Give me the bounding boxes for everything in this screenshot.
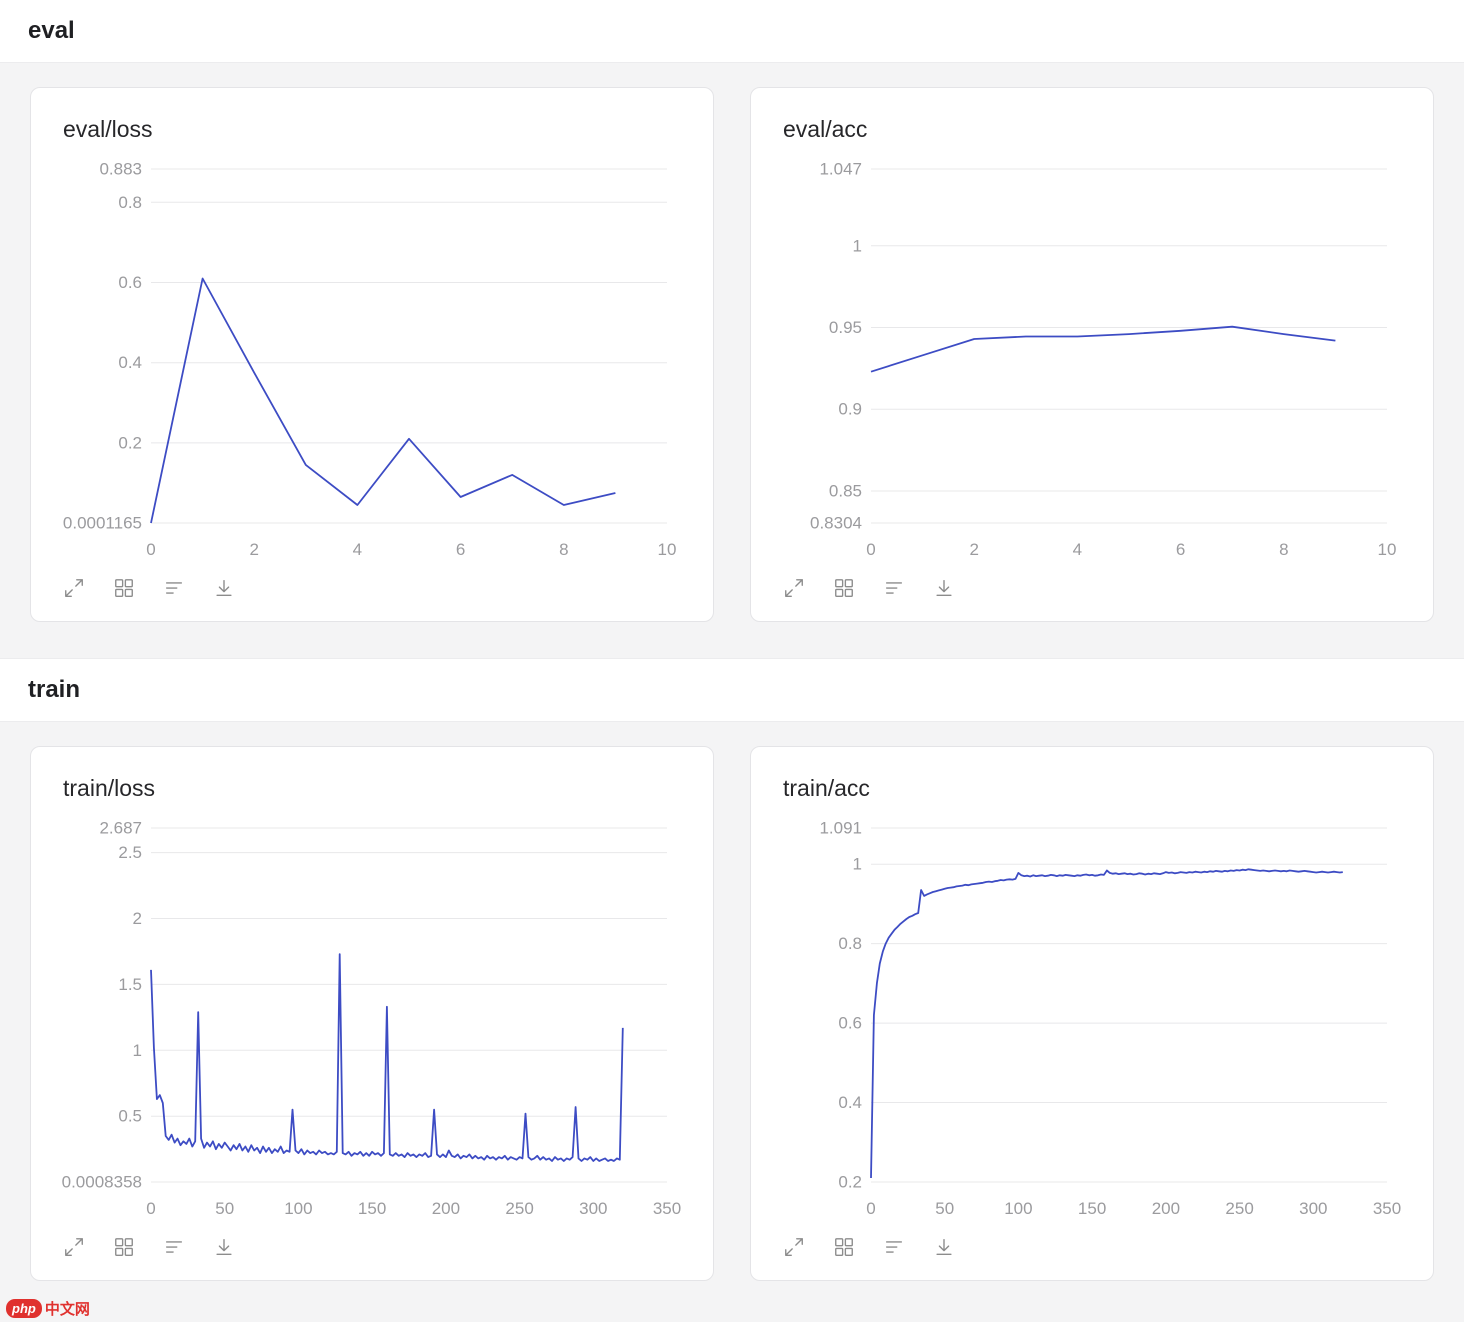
chart-card-train-acc: train/acc 1.091 1 0.8 0.6 0.4 0.2 0 50 100 150 200…: [750, 746, 1434, 1281]
svg-text:50: 50: [215, 1199, 234, 1218]
svg-text:0.8304: 0.8304: [810, 514, 862, 533]
filter-lines-icon[interactable]: [163, 577, 187, 601]
section-title-eval: eval: [28, 17, 75, 44]
svg-text:1.047: 1.047: [819, 160, 862, 179]
download-icon[interactable]: [213, 577, 237, 601]
svg-text:0: 0: [146, 1199, 155, 1218]
svg-text:0.4: 0.4: [838, 1093, 862, 1112]
svg-text:10: 10: [1378, 540, 1397, 559]
svg-text:0.2: 0.2: [838, 1173, 862, 1192]
filter-lines-icon[interactable]: [883, 1236, 907, 1260]
grid-view-icon[interactable]: [833, 577, 857, 601]
svg-text:50: 50: [935, 1199, 954, 1218]
chart-toolbar: [55, 1226, 689, 1266]
svg-text:0: 0: [866, 540, 875, 559]
svg-text:0.9: 0.9: [838, 400, 862, 419]
svg-text:1: 1: [853, 236, 862, 255]
svg-text:1: 1: [853, 855, 862, 874]
chart-title-eval-acc: eval/acc: [783, 116, 868, 142]
svg-text:6: 6: [1176, 540, 1185, 559]
fullscreen-icon[interactable]: [63, 1236, 87, 1260]
svg-text:200: 200: [1152, 1199, 1180, 1218]
svg-text:6: 6: [456, 540, 465, 559]
chart-canvas[interactable]: 1.091 1 0.8 0.6 0.4 0.20 50 100 150 200 250 300 350: [775, 814, 1409, 1226]
chart-card-eval-loss: eval/loss 0.883 0.8 0.6 0.4 0.2 0.0001165 0 2 4 6…: [30, 87, 714, 622]
watermark-text: 中文网: [44, 1301, 90, 1318]
svg-text:0: 0: [146, 540, 155, 559]
svg-text:0: 0: [866, 1199, 875, 1218]
chart-plot-eval-acc[interactable]: 1.047 1 0.95 0.9 0.85 0.8304 0 2 4 6 8 10: [775, 155, 1409, 567]
chart-card-train-loss: train/loss 2.687 2.5 2 1.5 1 0.5 0.0008358 0 50 1…: [30, 746, 714, 1281]
svg-text:0.8: 0.8: [838, 934, 862, 953]
svg-text:0.6: 0.6: [838, 1014, 862, 1033]
svg-text:0.85: 0.85: [829, 482, 862, 501]
svg-text:4: 4: [353, 540, 362, 559]
watermark-badge: php: [6, 1298, 42, 1319]
fullscreen-icon[interactable]: [783, 1236, 807, 1260]
chart-plot-eval-loss[interactable]: 0.883 0.8 0.6 0.4 0.2 0.0001165 0 2 4 6 8 10: [55, 155, 689, 567]
svg-text:350: 350: [653, 1199, 681, 1218]
svg-text:0.0008358: 0.0008358: [62, 1173, 142, 1192]
svg-text:0.6: 0.6: [118, 273, 142, 292]
svg-text:0.0001165: 0.0001165: [63, 514, 142, 533]
svg-text:1.5: 1.5: [118, 975, 142, 994]
chart-plot-train-acc[interactable]: 1.091 1 0.8 0.6 0.4 0.2 0 50 100 150 200 250 300 350: [775, 814, 1409, 1226]
grid-view-icon[interactable]: [113, 1236, 137, 1260]
svg-text:1.091: 1.091: [819, 819, 862, 838]
chart-card-eval-acc: eval/acc 1.047 1 0.95 0.9 0.85 0.8304 0 2 4 6 8 10: [750, 87, 1434, 622]
chart-title-train-acc: train/acc: [783, 775, 870, 801]
svg-text:0.2: 0.2: [118, 433, 142, 452]
svg-text:350: 350: [1373, 1199, 1401, 1218]
svg-text:4: 4: [1073, 540, 1082, 559]
train-cards-row: train/loss 2.687 2.5 2 1.5 1 0.5 0.0008358 0 50 1…: [0, 722, 1464, 1281]
svg-text:250: 250: [505, 1199, 533, 1218]
svg-text:100: 100: [1004, 1199, 1032, 1218]
svg-text:2: 2: [969, 540, 978, 559]
download-icon[interactable]: [933, 1236, 957, 1260]
chart-toolbar: [775, 567, 1409, 607]
svg-text:250: 250: [1225, 1199, 1253, 1218]
svg-text:150: 150: [1078, 1199, 1106, 1218]
svg-text:2.687: 2.687: [99, 819, 142, 838]
filter-lines-icon[interactable]: [883, 577, 907, 601]
chart-plot-train-loss[interactable]: 2.687 2.5 2 1.5 1 0.5 0.0008358 0 50 100 150 200 250…: [55, 814, 689, 1226]
section-header-eval: eval: [0, 0, 1464, 63]
download-icon[interactable]: [933, 577, 957, 601]
svg-text:150: 150: [358, 1199, 386, 1218]
svg-text:0.5: 0.5: [118, 1107, 142, 1126]
svg-text:2: 2: [249, 540, 258, 559]
svg-text:300: 300: [1299, 1199, 1327, 1218]
svg-text:0.95: 0.95: [829, 318, 862, 337]
svg-text:10: 10: [658, 540, 677, 559]
watermark-logo: php 中文网: [6, 1298, 90, 1319]
grid-view-icon[interactable]: [113, 577, 137, 601]
svg-text:0.883: 0.883: [99, 160, 142, 179]
svg-text:8: 8: [559, 540, 568, 559]
section-title-train: train: [28, 676, 81, 703]
svg-text:100: 100: [284, 1199, 312, 1218]
eval-cards-row: eval/loss 0.883 0.8 0.6 0.4 0.2 0.0001165 0 2 4 6…: [0, 63, 1464, 622]
chart-toolbar: [55, 567, 689, 607]
svg-text:8: 8: [1279, 540, 1288, 559]
svg-text:0.8: 0.8: [118, 193, 142, 212]
chart-toolbar: [775, 1226, 1409, 1266]
fullscreen-icon[interactable]: [63, 577, 87, 601]
chart-title-train-loss: train/loss: [63, 775, 156, 801]
svg-text:200: 200: [432, 1199, 460, 1218]
svg-text:2.5: 2.5: [118, 843, 142, 862]
filter-lines-icon[interactable]: [163, 1236, 187, 1260]
svg-text:0.4: 0.4: [118, 353, 142, 372]
svg-text:2: 2: [133, 909, 142, 928]
chart-title-eval-loss: eval/loss: [63, 116, 153, 142]
grid-view-icon[interactable]: [833, 1236, 857, 1260]
fullscreen-icon[interactable]: [783, 577, 807, 601]
svg-text:300: 300: [579, 1199, 607, 1218]
download-icon[interactable]: [213, 1236, 237, 1260]
section-header-train: train: [0, 658, 1464, 722]
svg-text:1: 1: [133, 1041, 142, 1060]
